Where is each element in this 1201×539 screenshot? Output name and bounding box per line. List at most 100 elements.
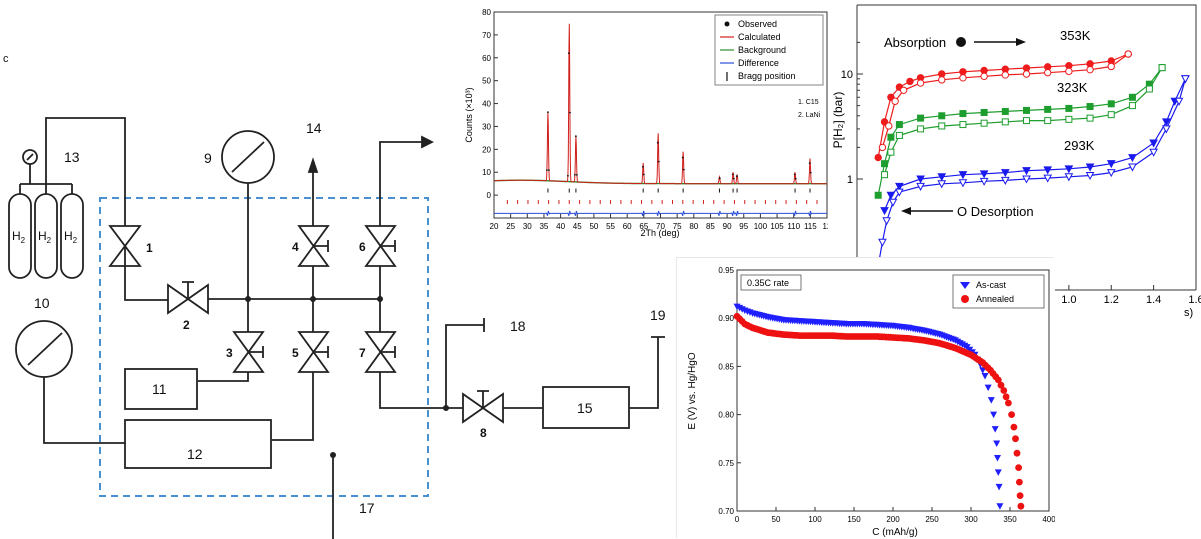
label-10: 10	[34, 295, 50, 311]
discharge-Annealed-point	[1013, 449, 1021, 457]
xrd-legend-observed: Observed	[738, 19, 777, 29]
pct-label-293K: 293K	[1064, 138, 1095, 153]
pct-293K-absorption-point	[916, 175, 925, 184]
pct-323K-desorption-point	[895, 131, 903, 139]
box-12	[124, 419, 272, 469]
pct-323K-desorption-point	[1128, 102, 1136, 110]
pct-353K-desorption-point	[885, 122, 893, 130]
discharge-Annealed-point	[1015, 464, 1022, 471]
pct-323K-desorption-point	[917, 125, 925, 133]
absorption-annotation: Absorption	[884, 35, 1026, 50]
pct-353K-desorption-point	[959, 74, 967, 82]
pct-353K-absorption-line	[877, 53, 1129, 158]
discharge-x-axis-label: C (mAh/g)	[872, 527, 918, 538]
xrd-x-tick-label: 75	[673, 222, 682, 231]
pct-293K-desorption-point	[1181, 75, 1190, 84]
pct-293K-absorption-point	[886, 191, 896, 200]
pct-323K-absorption-point	[1107, 100, 1115, 108]
pct-353K-absorption-point	[959, 68, 967, 76]
xrd-observed-point	[808, 162, 811, 165]
label-6: 6	[359, 240, 366, 254]
svg-text:0.35C rate: 0.35C rate	[747, 278, 789, 288]
pct-323K-absorption-point	[938, 112, 946, 120]
discharge-y-tick-label: 0.70	[718, 507, 734, 516]
xrd-observed-point	[568, 52, 570, 55]
discharge-x-tick-label: 350	[1003, 515, 1017, 524]
xrd-legend-calculated: Calculated	[738, 32, 781, 42]
discharge-x-tick-label: 200	[886, 515, 900, 524]
xrd-x-tick-label: 65	[639, 222, 648, 231]
pct-293K-absorption-point	[979, 170, 989, 179]
pct-323K-desorption-point	[1145, 85, 1153, 93]
xrd-legend-difference: Difference	[738, 58, 779, 68]
pct-293K-absorption-point	[1149, 139, 1158, 148]
xrd-observed-point	[731, 173, 734, 176]
pct-293K-desorption-point	[1106, 169, 1116, 178]
pct-323K-desorption-point	[881, 171, 889, 179]
legend-annealed: Annealed	[976, 294, 1014, 304]
discharge-y-tick-label: 0.85	[718, 362, 734, 371]
label-18: 18	[510, 318, 526, 334]
discharge-As-cast-point	[991, 426, 999, 433]
pct-323K-desorption-point	[1065, 115, 1073, 123]
pct-323K-desorption-line	[883, 67, 1163, 175]
discharge-As-cast-point	[996, 503, 1004, 510]
xrd-observed-point	[642, 165, 644, 168]
svg-text:H2: H2	[12, 229, 26, 245]
xrd-observed-point	[546, 169, 548, 171]
xrd-difference-curve	[494, 210, 827, 216]
xrd-observed-point	[642, 173, 645, 176]
pct-label-353K: 353K	[1060, 28, 1091, 43]
discharge-chart-panel: 0.70 0.75 0.80 0.85 0.90 0.95 0 50 100 150 200 250 3…	[677, 258, 1055, 539]
xrd-x-tick-label: 40	[556, 222, 565, 231]
discharge-As-cast-point	[990, 411, 998, 419]
pct-293K-absorption-point	[1064, 165, 1074, 174]
discharge-legend: As-cast Annealed	[952, 274, 1045, 309]
discharge-Annealed-point	[1005, 399, 1012, 407]
label-3: 3	[226, 346, 233, 360]
pct-323K-absorption-point	[1001, 107, 1009, 115]
pct-323K-desorption-point	[938, 122, 946, 130]
pct-293K-desorption-point	[1022, 175, 1031, 184]
discharge-Annealed-point	[1012, 435, 1019, 443]
xrd-x-tick-label: 60	[623, 222, 632, 231]
pct-x-tick-label: 1.6	[1188, 294, 1201, 306]
pct-293K-absorption-point	[880, 207, 889, 216]
xrd-chart: 0 10 20 30 40 50 60 70 80 20 25 30 35 40 45 50 55 60 65 70 7…	[464, 8, 828, 238]
legend-as-cast: As-cast	[976, 280, 1007, 290]
pct-323K-desorption-point	[1158, 64, 1166, 72]
xrd-observed-point	[547, 111, 549, 113]
pct-293K-absorption-point	[895, 182, 904, 191]
valve-4	[297, 157, 330, 299]
pct-293K-absorption-point	[1022, 167, 1031, 176]
xrd-x-tick-label: 55	[606, 222, 615, 231]
xrd-observed-point	[735, 175, 738, 178]
pct-293K-absorption-point	[1128, 154, 1137, 163]
discharge-Annealed-point	[997, 381, 1005, 389]
pct-x-tick-label: 1.4	[1146, 294, 1161, 306]
xrd-observed-point	[809, 171, 812, 174]
discharge-x-tick-label: 150	[847, 515, 861, 524]
discharge-chart: 0.70 0.75 0.80 0.85 0.90 0.95 0 50 100 150 200 250 3…	[687, 266, 1055, 538]
xrd-y-tick-label: 70	[482, 31, 491, 40]
pct-353K-absorption-point	[906, 77, 914, 86]
discharge-As-cast-point	[993, 440, 1001, 447]
pct-y-axis-label: P[H₂] (bar)	[831, 92, 845, 149]
discharge-x-tick-label: 100	[808, 515, 822, 524]
discharge-y-tick-label: 0.75	[718, 459, 734, 468]
xrd-y-tick-label: 50	[482, 77, 491, 86]
xrd-x-axis-label: 2Th (deg)	[640, 228, 679, 238]
xrd-observed-point	[682, 168, 685, 171]
label-9: 9	[204, 150, 212, 166]
xrd-observed-point	[575, 135, 577, 138]
xrd-x-tick-label: 115	[804, 222, 817, 231]
svg-text:H2: H2	[64, 229, 78, 245]
rate-label-box: 0.35C rate	[740, 274, 802, 291]
pct-293K-absorption-point	[1161, 118, 1171, 127]
pct-353K-desorption-point	[938, 76, 946, 84]
xrd-x-tick-label: 105	[770, 222, 784, 231]
xrd-observed-point	[548, 169, 550, 172]
label-17: 17	[359, 500, 375, 516]
pct-353K-desorption-point	[1043, 68, 1052, 77]
